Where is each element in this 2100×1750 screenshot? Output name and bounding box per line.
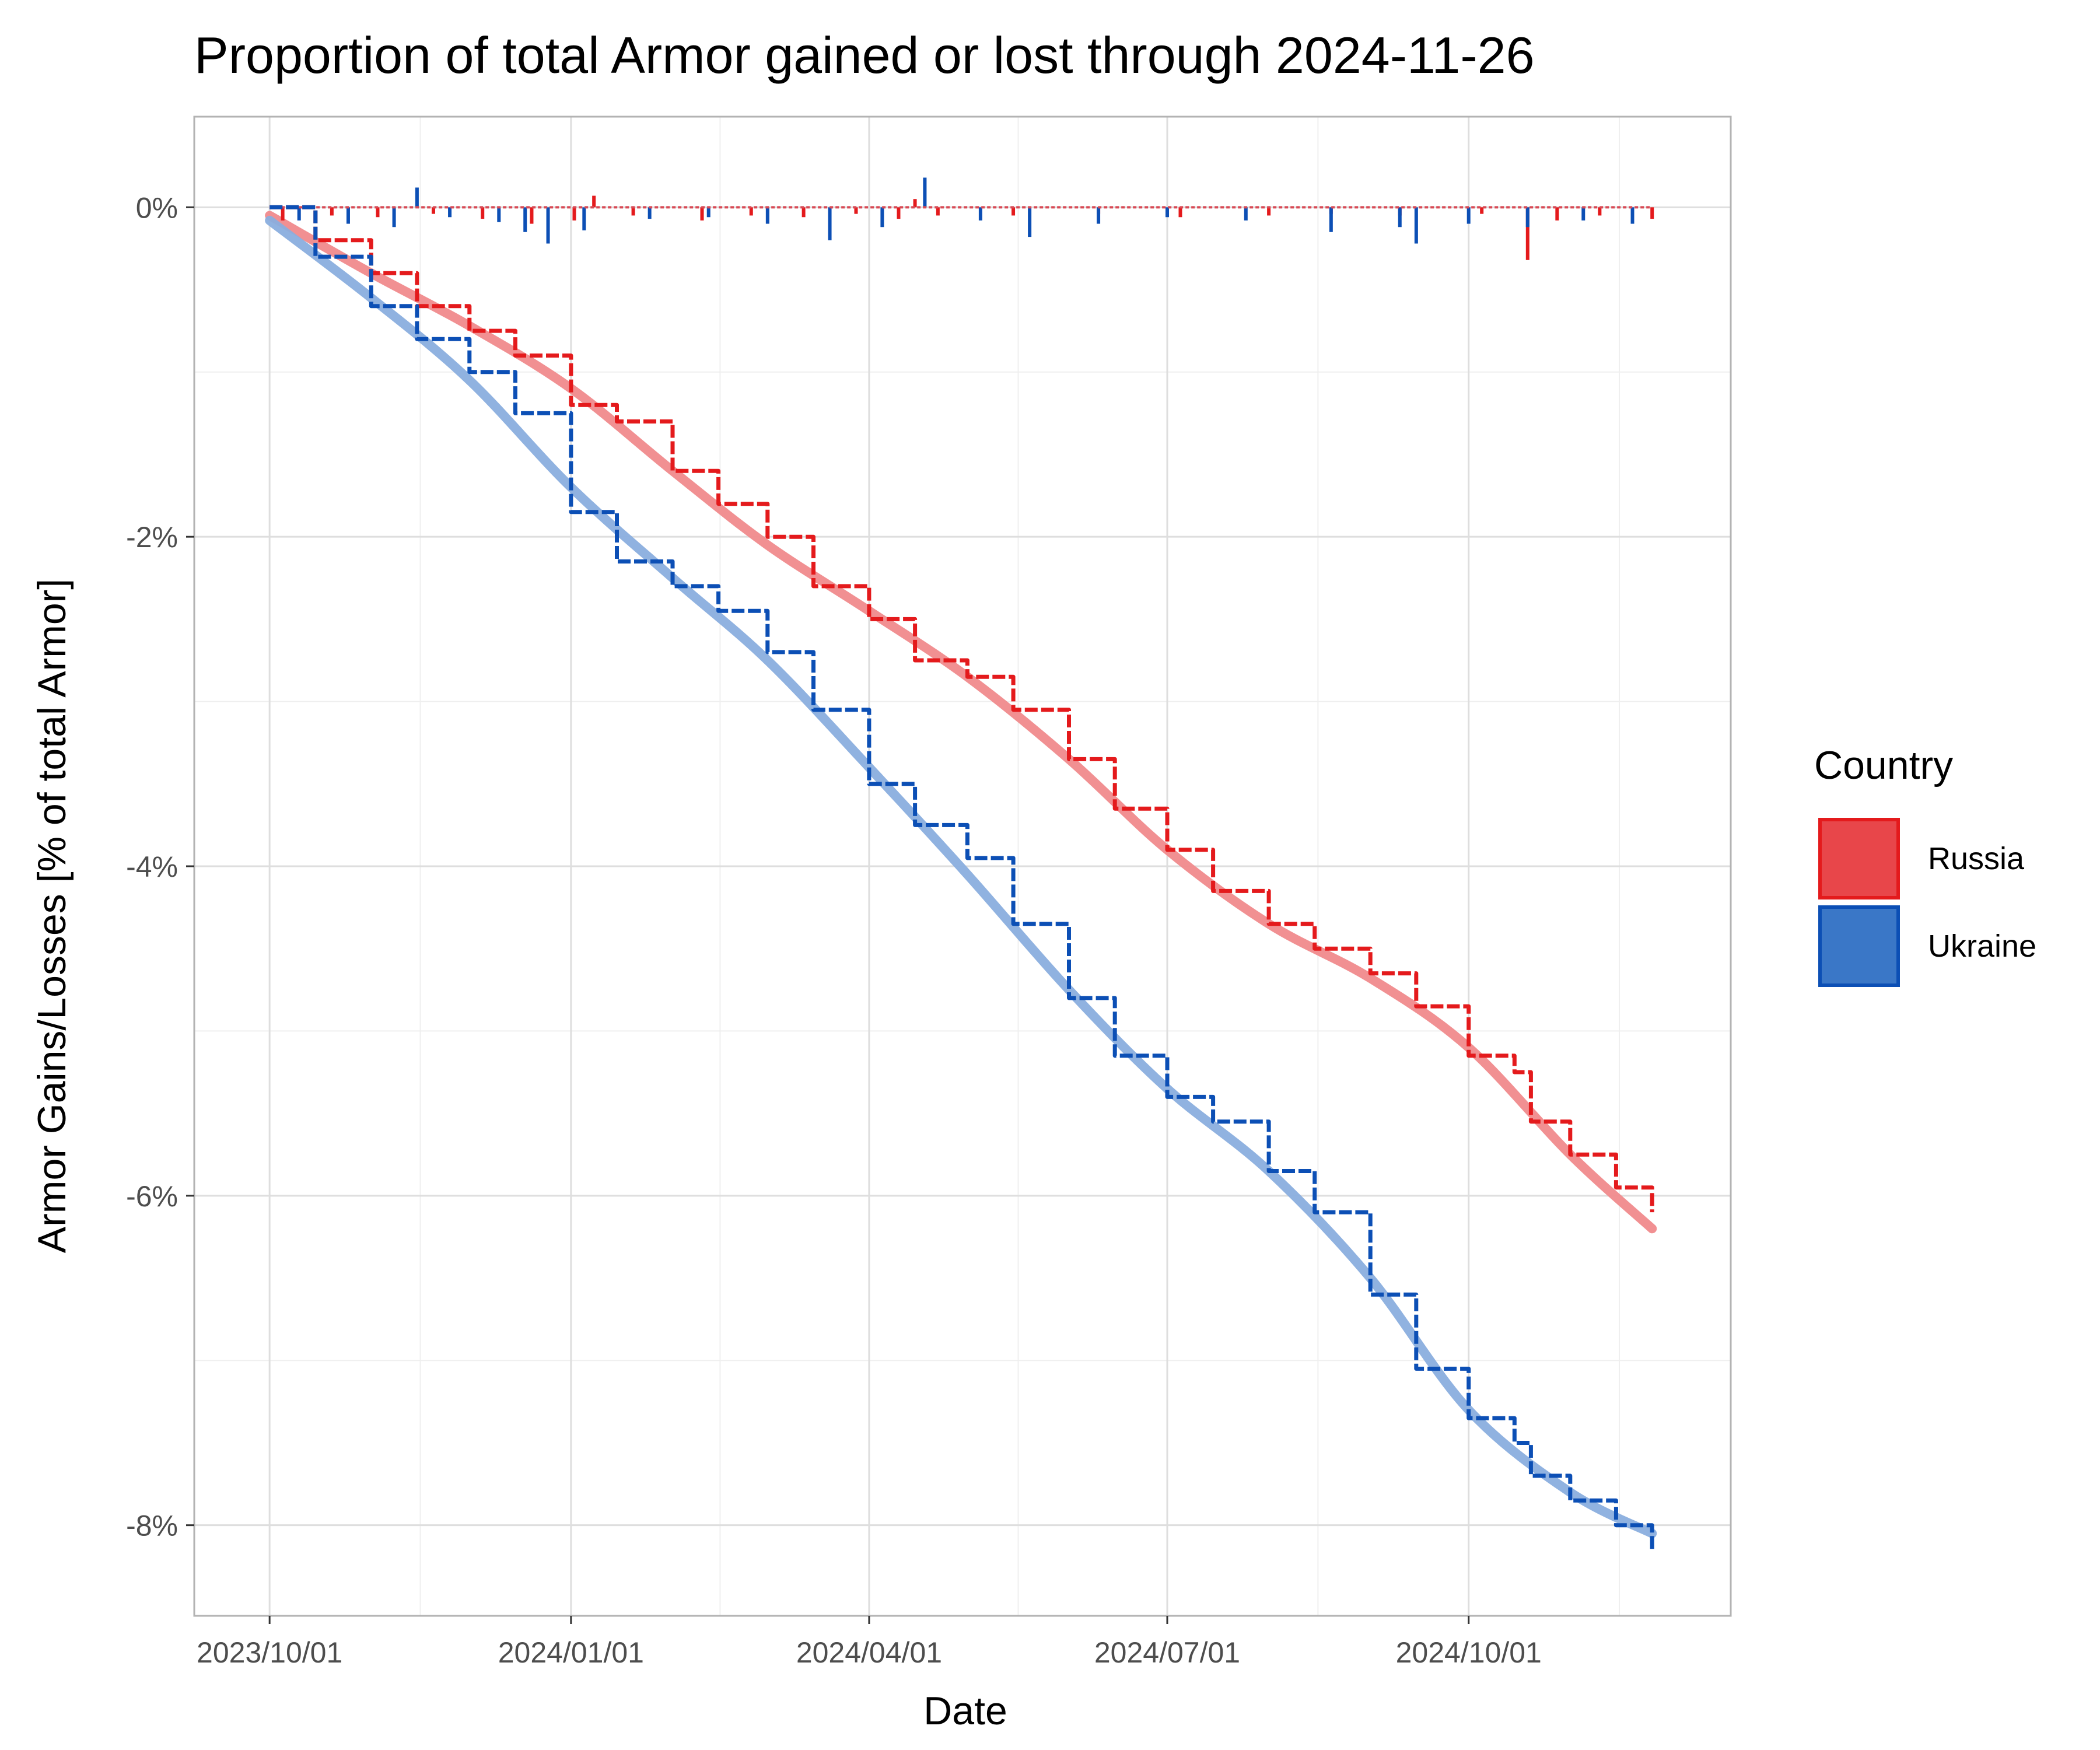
x-tick-label: 2024/01/01 [498,1636,644,1669]
legend-title: Country [1814,743,1953,788]
y-tick-label: -4% [126,850,178,883]
daily-bars [270,177,1654,260]
x-tick-label: 2024/10/01 [1396,1636,1542,1669]
chart-title: Proportion of total Armor gained or lost… [194,26,1535,84]
cumulative-line-russia [270,205,1654,1213]
legend-label-ukraine: Ukraine [1928,929,2036,964]
major-gridlines [194,117,1731,1616]
x-tick-label: 2024/04/01 [796,1636,942,1669]
x-tick-label: 2023/10/01 [197,1636,342,1669]
legend: Country Russia Ukraine [1814,743,2036,987]
cumulative-line-ukraine [270,205,1654,1550]
y-axis-ticks: 0% -2% -4% -6% -8% [126,191,194,1542]
x-axis-ticks: 2023/10/01 2024/01/01 2024/04/01 2024/07/01… [197,1616,1542,1669]
trend-line-ukraine [265,215,1657,1538]
legend-label-russia: Russia [1928,841,2025,876]
x-axis-title: Date [923,1689,1007,1733]
x-tick-label: 2024/07/01 [1094,1636,1240,1669]
legend-key-ukraine [1818,905,1900,987]
y-tick-label: -6% [126,1180,178,1213]
y-tick-label: -8% [126,1510,178,1542]
y-tick-label: 0% [136,191,178,224]
cumulative-lines [270,205,1654,1550]
y-axis-title: Armor Gains/Losses [% of total Armor] [30,579,74,1253]
y-tick-label: -2% [126,521,178,554]
legend-key-russia [1818,818,1900,900]
